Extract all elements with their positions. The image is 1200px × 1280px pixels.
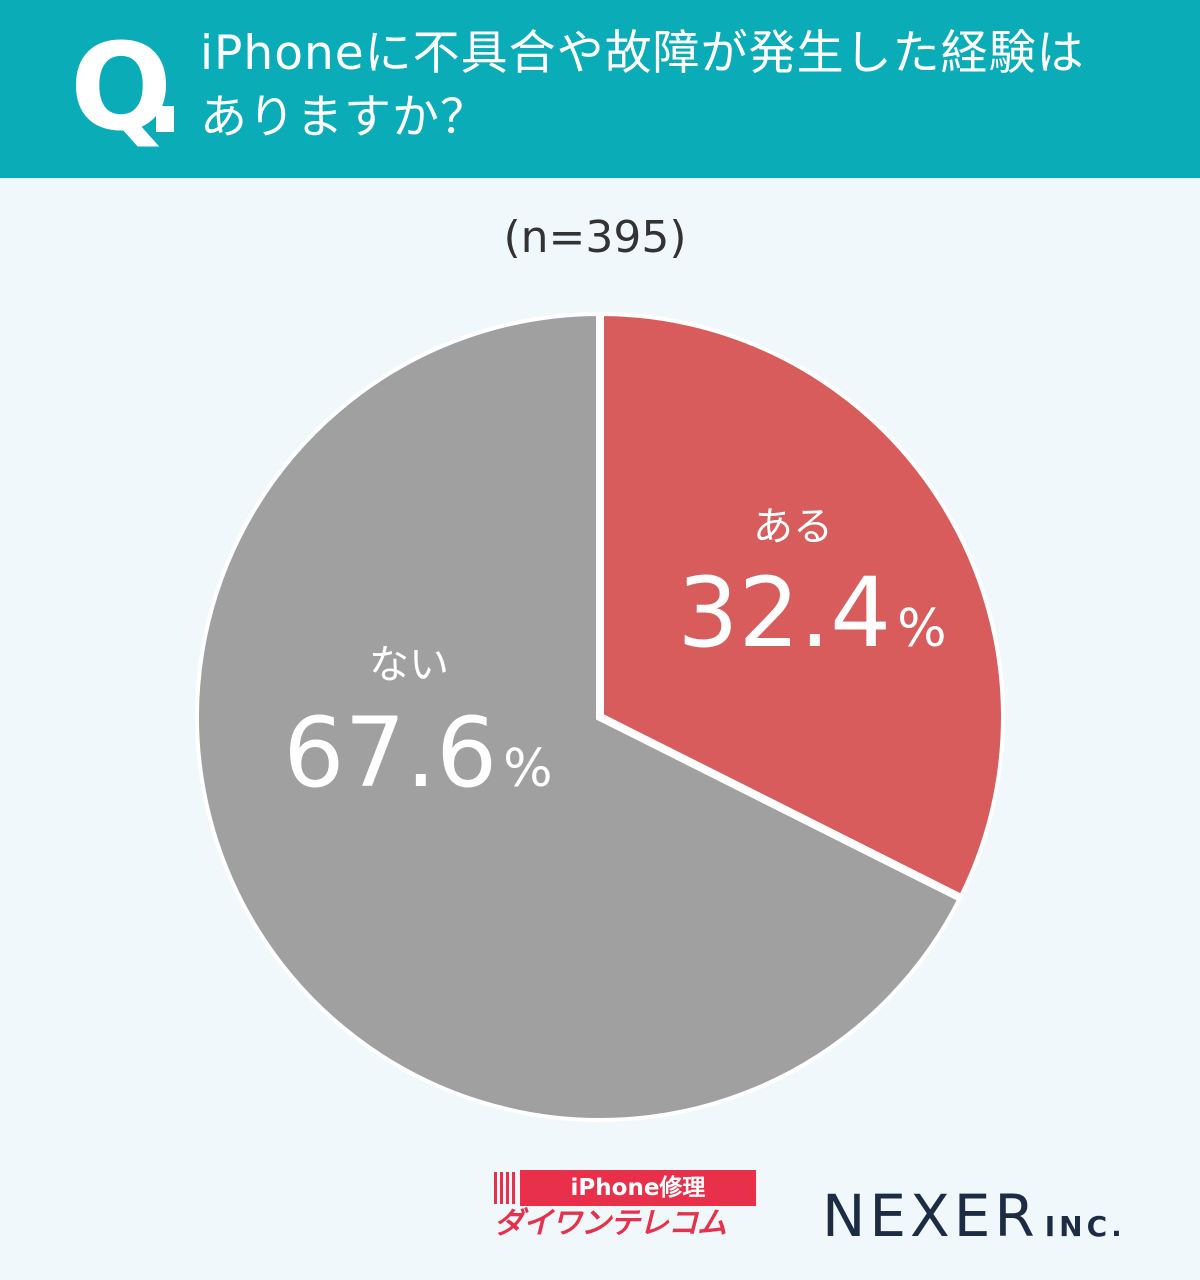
daiwan-telecom-logo: iPhone修理 ダイワンテレコム bbox=[494, 1170, 758, 1242]
slice-value-unit-nai: % bbox=[503, 739, 552, 799]
nexer-logo-name: NEXER bbox=[822, 1182, 1039, 1250]
question-header: Q iPhoneに不具合や故障が発生した経験は ありますか？ bbox=[0, 0, 1200, 178]
daiwan-logo-tagline: iPhone修理 bbox=[520, 1170, 756, 1206]
question-line-1: iPhoneに不具合や故障が発生した経験は bbox=[200, 26, 1085, 81]
daiwan-logo-name: ダイワンテレコム bbox=[494, 1206, 727, 1241]
pie-slice-aru bbox=[596, 307, 1009, 904]
question-line-2: ありますか？ bbox=[200, 90, 488, 145]
slice-value-aru: 32.4% bbox=[677, 557, 946, 669]
pie-rim bbox=[187, 304, 1013, 1130]
slice-label-nai: ない bbox=[369, 642, 449, 688]
nexer-logo-inc: INC. bbox=[1044, 1210, 1126, 1243]
slice-value-number-nai: 67.6 bbox=[283, 697, 497, 809]
slice-value-number-aru: 32.4 bbox=[677, 557, 891, 669]
q-dot bbox=[156, 106, 174, 132]
slice-value-unit-aru: % bbox=[897, 599, 946, 659]
question-text: iPhoneに不具合や故障が発生した経験は ありますか？ bbox=[200, 22, 1160, 150]
q-mark: Q bbox=[70, 19, 173, 158]
pie-slice-nai bbox=[191, 307, 968, 1126]
nexer-logo: NEXER INC. bbox=[822, 1176, 1182, 1256]
daiwan-stripes-icon bbox=[494, 1170, 534, 1206]
sample-size: (n=395) bbox=[503, 212, 687, 263]
slice-label-aru: ある bbox=[753, 504, 833, 550]
slice-value-nai: 67.6% bbox=[283, 697, 552, 809]
